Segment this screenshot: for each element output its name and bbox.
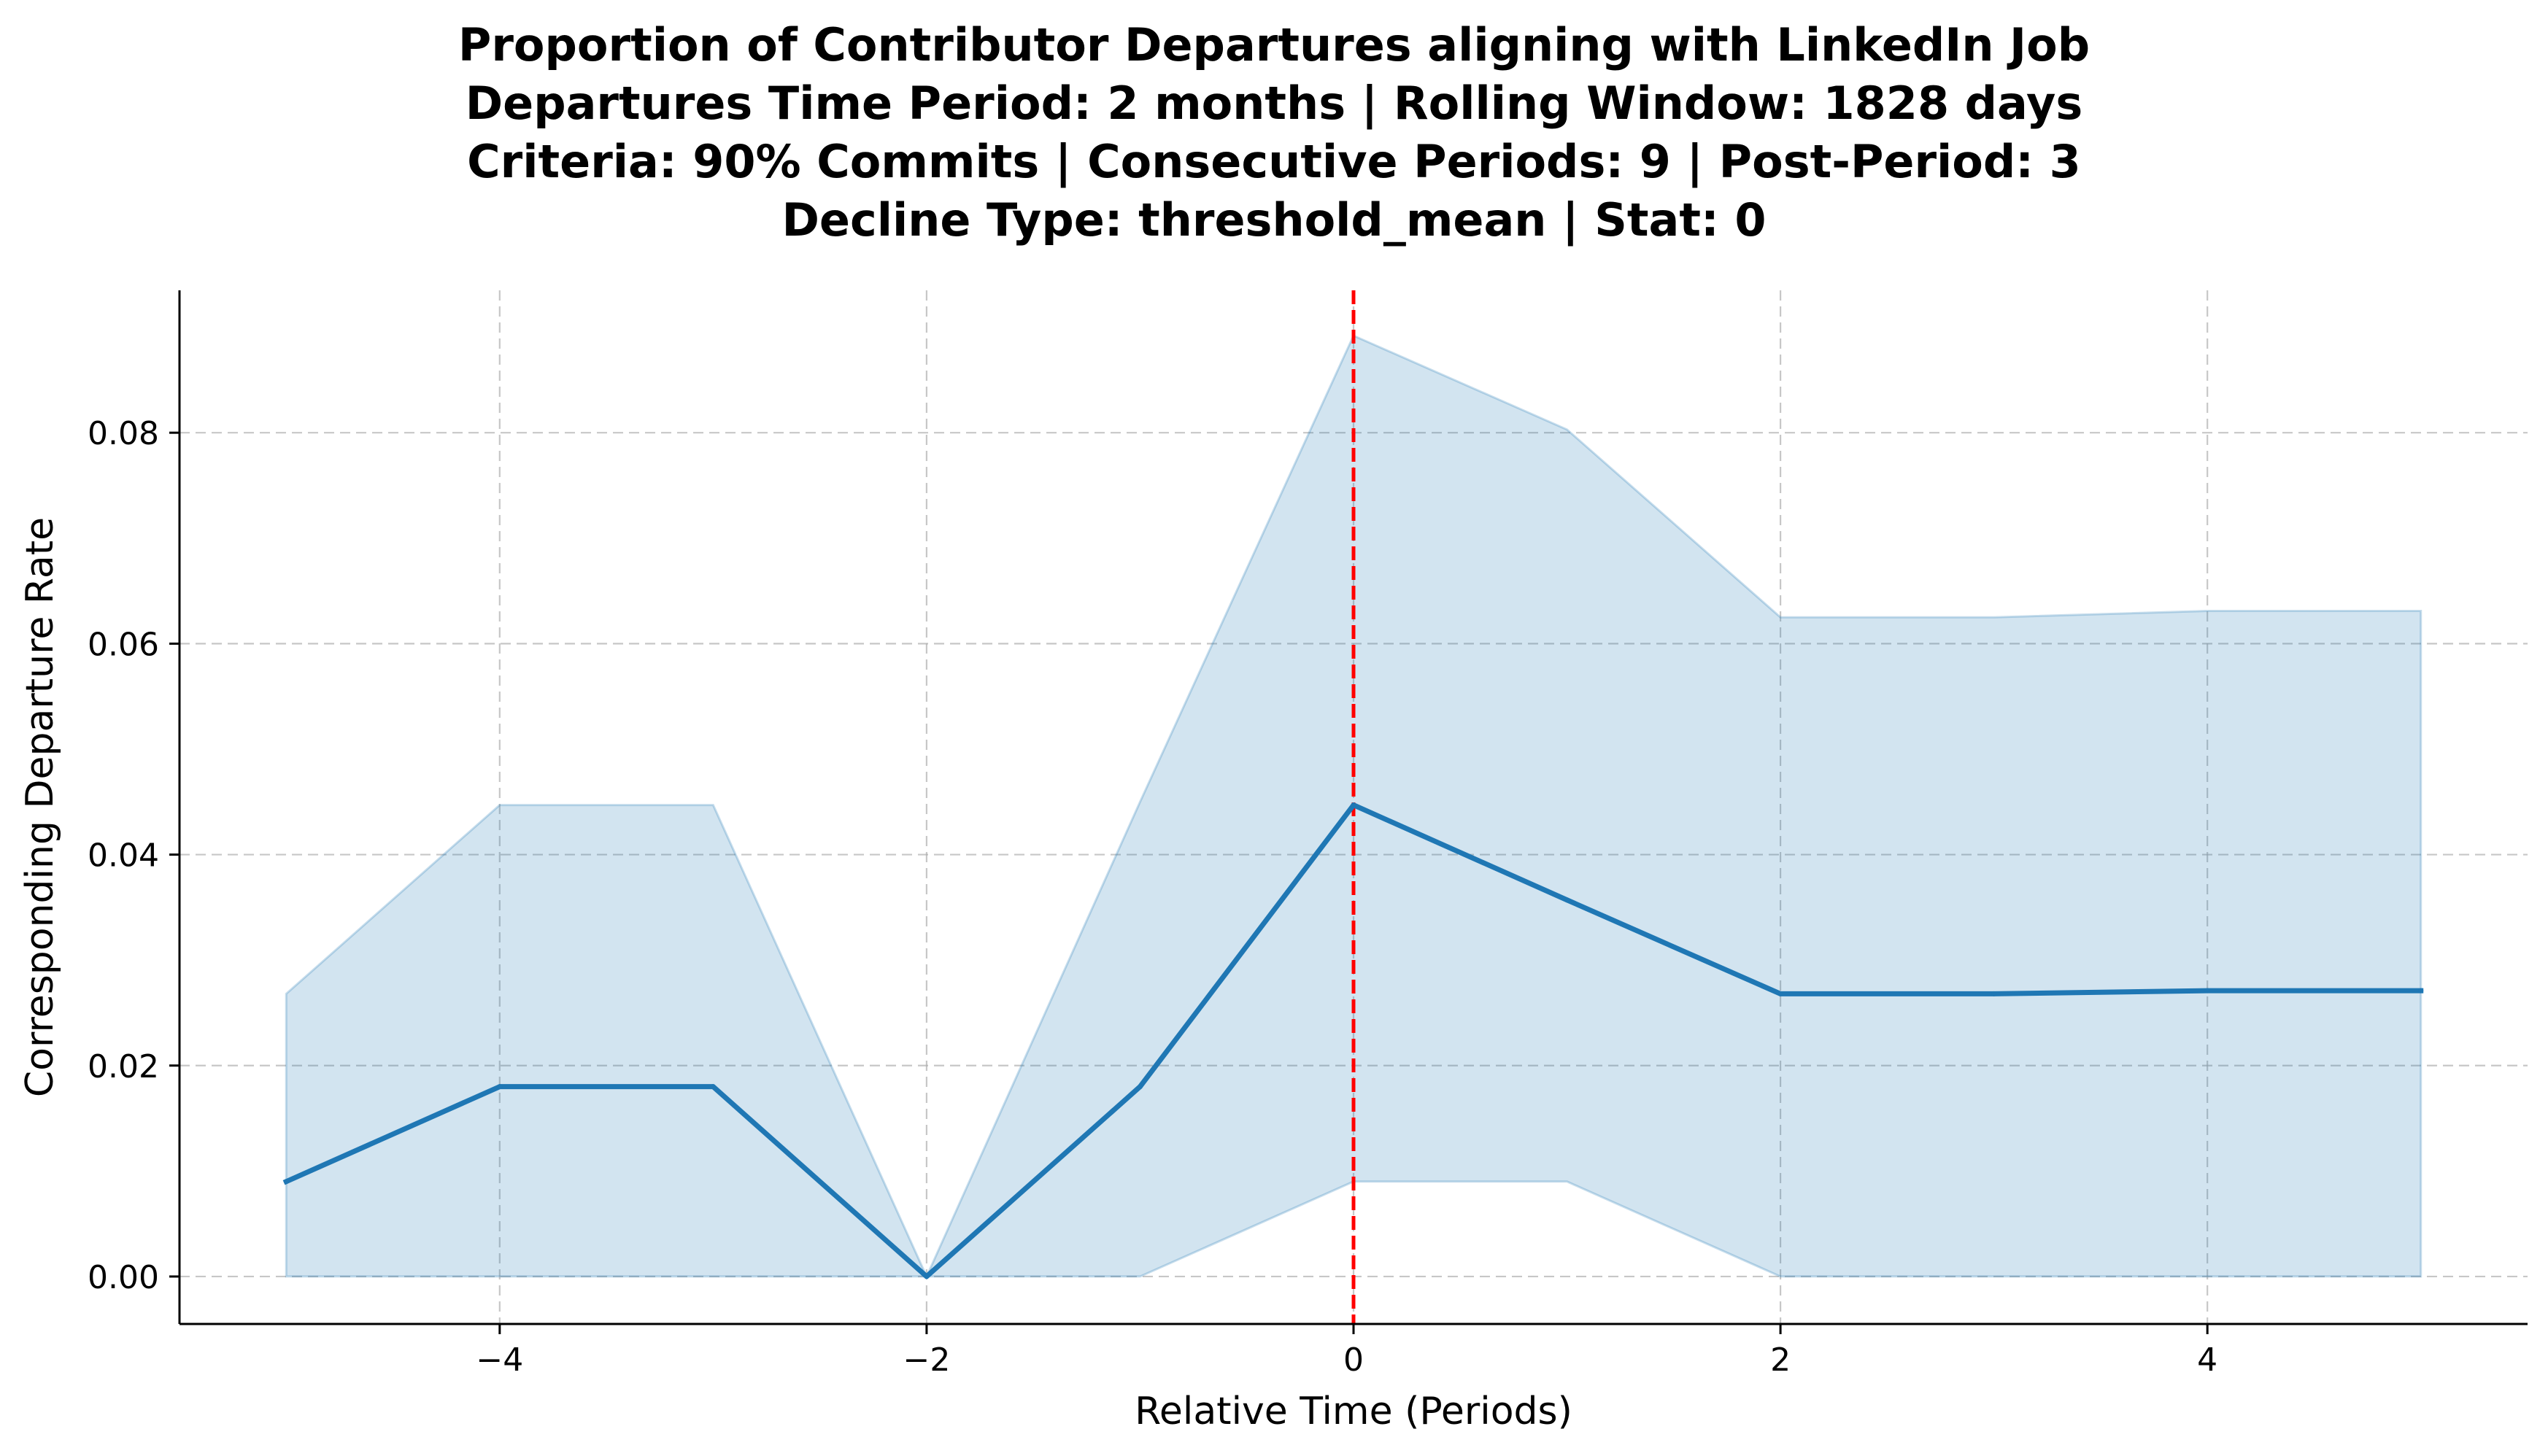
- data-point-4: [1137, 1084, 1143, 1090]
- y-tick-label-3: 0.06: [88, 626, 159, 663]
- y-tick-label-0: 0.00: [88, 1259, 159, 1296]
- y-axis-ticks: 0.00 0.02 0.04 0.06 0.08: [88, 415, 179, 1296]
- data-point-8: [1991, 991, 1997, 996]
- chart-title-line-2: Departures Time Period: 2 months | Rolli…: [465, 77, 2083, 130]
- x-tick-label-0: −4: [476, 1341, 523, 1379]
- chart-title-line-1: Proportion of Contributor Departures ali…: [458, 18, 2090, 71]
- data-point-1: [497, 1084, 503, 1090]
- chart-title: Proportion of Contributor Departures ali…: [0, 16, 2548, 249]
- data-point-7: [1777, 991, 1783, 996]
- chart-title-line-4: Decline Type: threshold_mean | Stat: 0: [781, 193, 1767, 247]
- y-axis-label: Corresponding Departure Rate: [18, 517, 62, 1097]
- data-point-6: [1564, 897, 1570, 903]
- data-point-5: [1351, 802, 1356, 808]
- x-tick-label-3: 2: [1770, 1341, 1791, 1379]
- x-tick-label-4: 4: [2197, 1341, 2217, 1379]
- y-tick-label-2: 0.04: [88, 837, 159, 875]
- data-point-0: [283, 1179, 289, 1185]
- data-point-3: [924, 1274, 930, 1279]
- x-axis-ticks: −4 −2 0 2 4: [476, 1324, 2217, 1379]
- y-tick-label-1: 0.02: [88, 1048, 159, 1085]
- series-line-layer: [282, 802, 2424, 1279]
- x-axis-label: Relative Time (Periods): [1135, 1390, 1572, 1433]
- x-tick-label-2: 0: [1343, 1341, 1364, 1379]
- data-point-2: [710, 1084, 716, 1090]
- data-point-10: [2418, 988, 2424, 994]
- data-point-9: [2204, 988, 2210, 994]
- y-tick-label-4: 0.08: [88, 415, 159, 452]
- x-tick-label-1: −2: [903, 1341, 950, 1379]
- chart-title-line-3: Criteria: 90% Commits | Consecutive Peri…: [467, 135, 2081, 188]
